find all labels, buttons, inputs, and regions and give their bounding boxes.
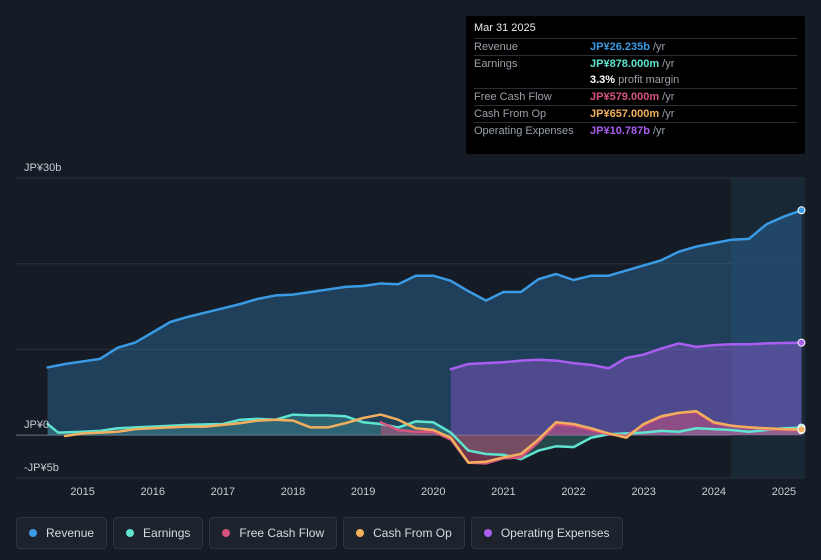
operating-expenses-endpoint xyxy=(797,338,806,347)
tooltip-row-label: Earnings xyxy=(474,58,518,70)
legend-label: Earnings xyxy=(143,526,191,540)
x-tick-label: 2025 xyxy=(772,486,796,498)
legend-item-operating-expenses[interactable]: Operating Expenses xyxy=(470,517,623,549)
legend-dot-icon xyxy=(222,529,231,537)
x-tick-label: 2017 xyxy=(211,486,235,498)
chart: JP¥30b JP¥0 -JP¥5b 2015 2016 2017 2018 2019 202… xyxy=(16,162,806,498)
x-tick-label: 2019 xyxy=(351,486,375,498)
legend: Revenue Earnings Free Cash Flow Cash From O… xyxy=(16,517,623,549)
legend-label: Operating Expenses xyxy=(500,526,610,540)
tooltip: Mar 31 2025 Revenue JP¥26.235b /yr Earning… xyxy=(466,16,805,154)
x-tick-label: 2016 xyxy=(141,486,165,498)
tooltip-row-label: Operating Expenses xyxy=(474,125,574,137)
revenue-area xyxy=(47,210,802,436)
tooltip-row-label: Free Cash Flow xyxy=(474,91,552,103)
earnings-line xyxy=(46,413,803,461)
tooltip-row-value: JP¥579.000m /yr xyxy=(590,91,675,103)
legend-dot-icon xyxy=(356,529,365,537)
tooltip-row: 3.3% profit margin xyxy=(474,72,797,88)
legend-item-cash-from-op[interactable]: Cash From Op xyxy=(343,517,465,549)
legend-dot-icon xyxy=(126,529,135,537)
tooltip-row: Earnings JP¥878.000m /yr xyxy=(474,55,797,72)
y-tick-label: JP¥0 xyxy=(24,419,49,431)
operating-expenses-line xyxy=(449,341,803,371)
x-tick-label: 2023 xyxy=(631,486,655,498)
tooltip-row: Operating Expenses JP¥10.787b /yr xyxy=(474,122,797,139)
x-tick-label: 2018 xyxy=(281,486,305,498)
y-tick-label: JP¥30b xyxy=(24,162,61,174)
revenue-endpoint xyxy=(797,206,806,215)
legend-item-revenue[interactable]: Revenue xyxy=(16,517,108,549)
revenue-line xyxy=(46,209,803,369)
tooltip-row-label: Cash From Op xyxy=(474,108,547,120)
earnings-area xyxy=(47,414,802,460)
x-tick-label: 2020 xyxy=(421,486,445,498)
cash-from-op-line xyxy=(63,409,803,464)
legend-dot-icon xyxy=(29,529,37,537)
y-tick-label: -JP¥5b xyxy=(24,462,59,474)
tooltip-row-value: 3.3% profit margin xyxy=(590,74,680,86)
x-tick-label: 2024 xyxy=(702,486,726,498)
tooltip-row: Revenue JP¥26.235b /yr xyxy=(474,38,797,55)
tooltip-date: Mar 31 2025 xyxy=(474,22,536,34)
x-tick-label: 2021 xyxy=(491,486,515,498)
legend-label: Cash From Op xyxy=(373,526,452,540)
legend-label: Free Cash Flow xyxy=(239,526,325,540)
tooltip-row-value: JP¥26.235b /yr xyxy=(590,41,666,53)
x-tick-label: 2022 xyxy=(561,486,585,498)
tooltip-row: Free Cash Flow JP¥579.000m /yr xyxy=(474,88,797,105)
legend-dot-icon xyxy=(483,529,492,537)
tooltip-row-label: Revenue xyxy=(474,41,519,53)
tooltip-row-value: JP¥657.000m /yr xyxy=(590,108,675,120)
cash-from-op-endpoint xyxy=(797,425,806,434)
x-tick-label: 2015 xyxy=(70,486,94,498)
tooltip-row-value: JP¥10.787b /yr xyxy=(590,125,666,137)
legend-item-earnings[interactable]: Earnings xyxy=(113,517,204,549)
operating-expenses-area xyxy=(450,342,802,436)
tooltip-row: Cash From Op JP¥657.000m /yr xyxy=(474,105,797,122)
free-cash-flow-area xyxy=(380,412,802,464)
legend-item-free-cash-flow[interactable]: Free Cash Flow xyxy=(209,517,338,549)
tooltip-row-value: JP¥878.000m /yr xyxy=(590,58,675,70)
legend-label: Revenue xyxy=(46,526,95,540)
